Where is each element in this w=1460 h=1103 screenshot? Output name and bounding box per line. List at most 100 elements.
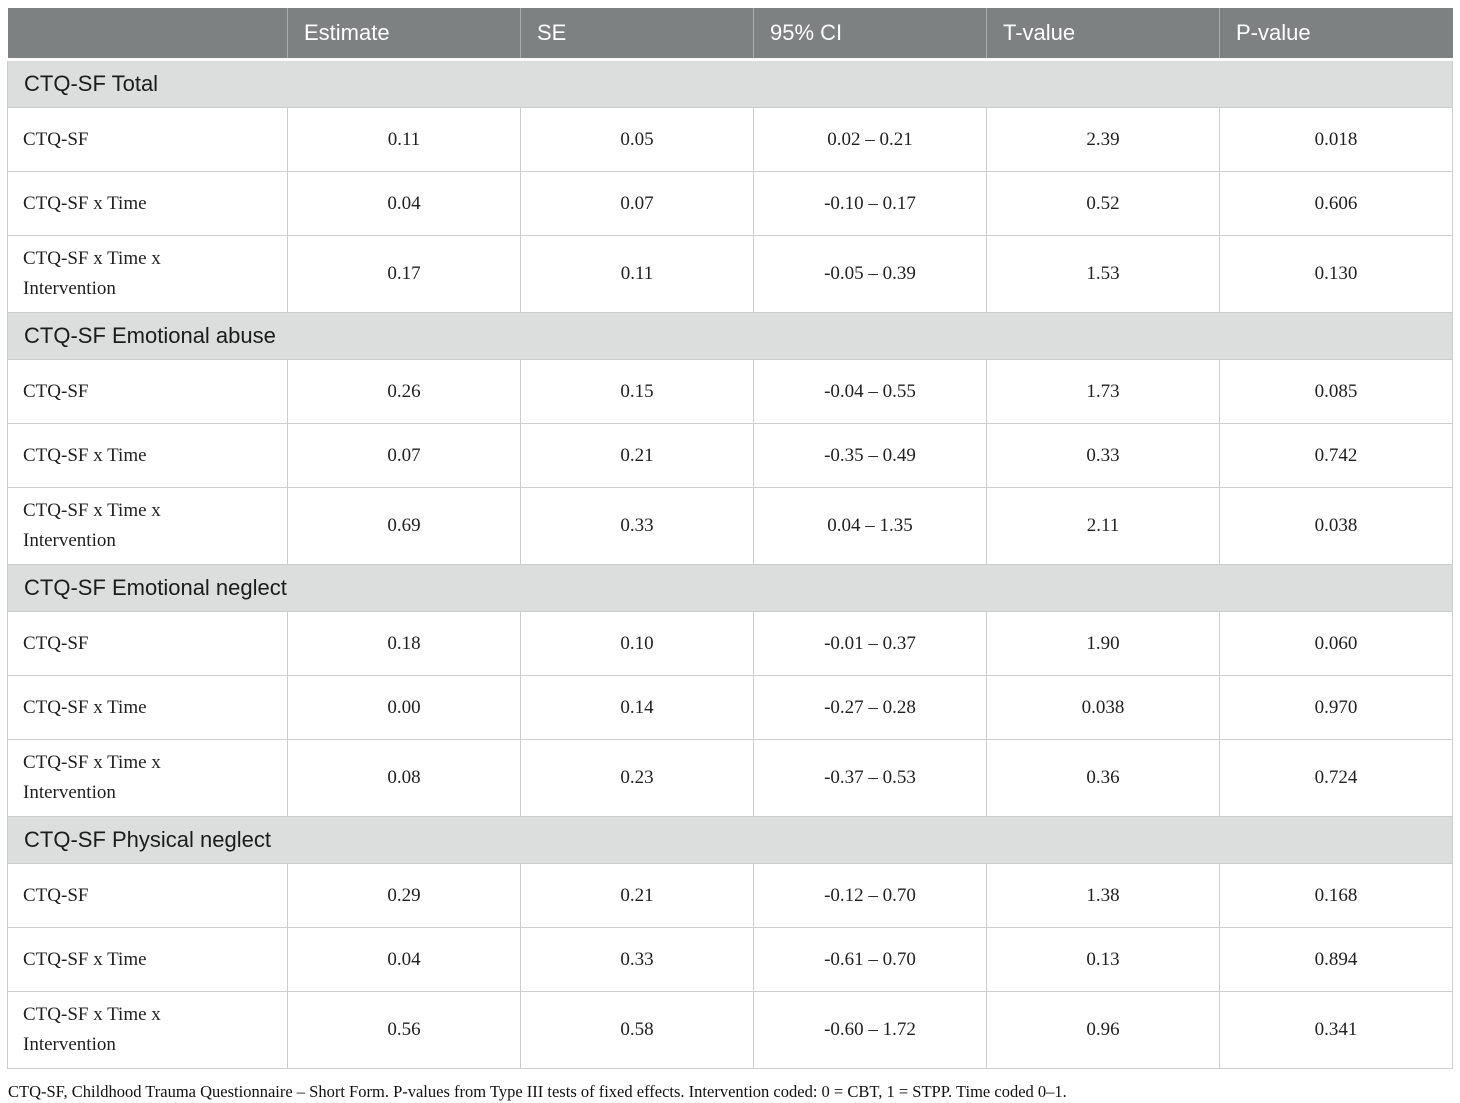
- row-label-text: CTQ-SF x Time: [23, 444, 147, 466]
- pvalue-cell: 0.060: [1219, 611, 1453, 676]
- row-label: CTQ-SF x Time x Intervention: [7, 235, 288, 313]
- tvalue-cell: 0.33: [986, 423, 1220, 488]
- row-label-text: CTQ-SF: [23, 380, 89, 402]
- tvalue-cell: 0.038: [986, 675, 1220, 740]
- ci-cell: -0.27 – 0.28: [753, 675, 987, 740]
- ci-cell: -0.05 – 0.39: [753, 235, 987, 313]
- tvalue-cell: 2.11: [986, 487, 1220, 565]
- se-cell: 0.21: [520, 423, 754, 488]
- row-label-text: CTQ-SF: [23, 632, 89, 654]
- se-cell: 0.15: [520, 359, 754, 424]
- tvalue-cell: 2.39: [986, 107, 1220, 172]
- row-label-text: CTQ-SF x Time: [23, 696, 147, 718]
- row-label: CTQ-SF: [7, 107, 288, 172]
- row-label-text: CTQ-SF x Time x Intervention: [23, 1004, 161, 1055]
- ci-cell: -0.60 – 1.72: [753, 991, 987, 1069]
- row-label-text: CTQ-SF x Time x Intervention: [23, 752, 161, 803]
- section-row-emotional-neglect: CTQ-SF Emotional neglect: [7, 564, 1453, 612]
- se-cell: 0.11: [520, 235, 754, 313]
- header-row: Estimate SE 95% CI T-value P-value: [7, 8, 1453, 61]
- pvalue-cell: 0.724: [1219, 739, 1453, 817]
- tvalue-cell: 0.36: [986, 739, 1220, 817]
- row-label-text: CTQ-SF x Time: [23, 948, 147, 970]
- table-row: CTQ-SF 0.11 0.05 0.02 – 0.21 2.39 0.018: [7, 107, 1453, 172]
- table-footnote: CTQ-SF, Childhood Trauma Questionnaire –…: [8, 1082, 1067, 1101]
- estimate-cell: 0.04: [287, 927, 521, 992]
- pvalue-cell: 0.742: [1219, 423, 1453, 488]
- estimate-cell: 0.08: [287, 739, 521, 817]
- se-cell: 0.21: [520, 863, 754, 928]
- pvalue-cell: 0.341: [1219, 991, 1453, 1069]
- pvalue-cell: 0.038: [1219, 487, 1453, 565]
- ci-cell: -0.04 – 0.55: [753, 359, 987, 424]
- row-label: CTQ-SF x Time x Intervention: [7, 487, 288, 565]
- row-label: CTQ-SF: [7, 611, 288, 676]
- table-row: CTQ-SF x Time x Intervention 0.17 0.11 -…: [7, 235, 1453, 313]
- column-header-empty: [7, 8, 288, 61]
- section-title: CTQ-SF Emotional abuse: [7, 312, 1453, 360]
- table-row: CTQ-SF x Time 0.04 0.33 -0.61 – 0.70 0.1…: [7, 927, 1453, 992]
- row-label-text: CTQ-SF x Time x Intervention: [23, 248, 161, 299]
- pvalue-cell: 0.606: [1219, 171, 1453, 236]
- tvalue-cell: 1.73: [986, 359, 1220, 424]
- estimate-cell: 0.17: [287, 235, 521, 313]
- section-row-emotional-abuse: CTQ-SF Emotional abuse: [7, 312, 1453, 360]
- ci-cell: -0.10 – 0.17: [753, 171, 987, 236]
- pvalue-cell: 0.085: [1219, 359, 1453, 424]
- ci-cell: 0.04 – 1.35: [753, 487, 987, 565]
- row-label: CTQ-SF: [7, 863, 288, 928]
- row-label-text: CTQ-SF: [23, 884, 89, 906]
- section-row-total: CTQ-SF Total: [7, 59, 1453, 108]
- estimate-cell: 0.69: [287, 487, 521, 565]
- row-label: CTQ-SF x Time x Intervention: [7, 991, 288, 1069]
- ci-cell: 0.02 – 0.21: [753, 107, 987, 172]
- estimate-cell: 0.26: [287, 359, 521, 424]
- ci-cell: -0.61 – 0.70: [753, 927, 987, 992]
- table-row: CTQ-SF x Time 0.07 0.21 -0.35 – 0.49 0.3…: [7, 423, 1453, 488]
- column-header-ci: 95% CI: [753, 8, 987, 61]
- pvalue-cell: 0.168: [1219, 863, 1453, 928]
- row-label-text: CTQ-SF x Time x Intervention: [23, 500, 161, 551]
- tvalue-cell: 1.90: [986, 611, 1220, 676]
- row-label: CTQ-SF x Time: [7, 423, 288, 488]
- row-label: CTQ-SF x Time: [7, 927, 288, 992]
- pvalue-cell: 0.018: [1219, 107, 1453, 172]
- tvalue-cell: 1.53: [986, 235, 1220, 313]
- row-label: CTQ-SF x Time: [7, 171, 288, 236]
- table-row: CTQ-SF 0.26 0.15 -0.04 – 0.55 1.73 0.085: [7, 359, 1453, 424]
- table-row: CTQ-SF x Time 0.00 0.14 -0.27 – 0.28 0.0…: [7, 675, 1453, 740]
- row-label: CTQ-SF x Time x Intervention: [7, 739, 288, 817]
- tvalue-cell: 0.96: [986, 991, 1220, 1069]
- se-cell: 0.14: [520, 675, 754, 740]
- row-label-text: CTQ-SF: [23, 128, 89, 150]
- stats-table: Estimate SE 95% CI T-value P-value CTQ-S…: [7, 8, 1453, 1069]
- column-header-se: SE: [520, 8, 754, 61]
- table-row: CTQ-SF x Time x Intervention 0.08 0.23 -…: [7, 739, 1453, 817]
- section-title: CTQ-SF Physical neglect: [7, 816, 1453, 864]
- column-header-tvalue: T-value: [986, 8, 1220, 61]
- estimate-cell: 0.56: [287, 991, 521, 1069]
- ci-cell: -0.35 – 0.49: [753, 423, 987, 488]
- table-row: CTQ-SF x Time x Intervention 0.56 0.58 -…: [7, 991, 1453, 1069]
- row-label: CTQ-SF x Time: [7, 675, 288, 740]
- ci-cell: -0.01 – 0.37: [753, 611, 987, 676]
- column-header-estimate: Estimate: [287, 8, 521, 61]
- row-label-text: CTQ-SF x Time: [23, 192, 147, 214]
- se-cell: 0.33: [520, 927, 754, 992]
- estimate-cell: 0.11: [287, 107, 521, 172]
- tvalue-cell: 0.52: [986, 171, 1220, 236]
- pvalue-cell: 0.130: [1219, 235, 1453, 313]
- ci-cell: -0.37 – 0.53: [753, 739, 987, 817]
- table-row: CTQ-SF x Time x Intervention 0.69 0.33 0…: [7, 487, 1453, 565]
- pvalue-cell: 0.970: [1219, 675, 1453, 740]
- estimate-cell: 0.18: [287, 611, 521, 676]
- section-title: CTQ-SF Emotional neglect: [7, 564, 1453, 612]
- tvalue-cell: 1.38: [986, 863, 1220, 928]
- se-cell: 0.58: [520, 991, 754, 1069]
- se-cell: 0.10: [520, 611, 754, 676]
- estimate-cell: 0.00: [287, 675, 521, 740]
- section-row-physical-neglect: CTQ-SF Physical neglect: [7, 816, 1453, 864]
- estimate-cell: 0.04: [287, 171, 521, 236]
- section-title: CTQ-SF Total: [7, 59, 1453, 108]
